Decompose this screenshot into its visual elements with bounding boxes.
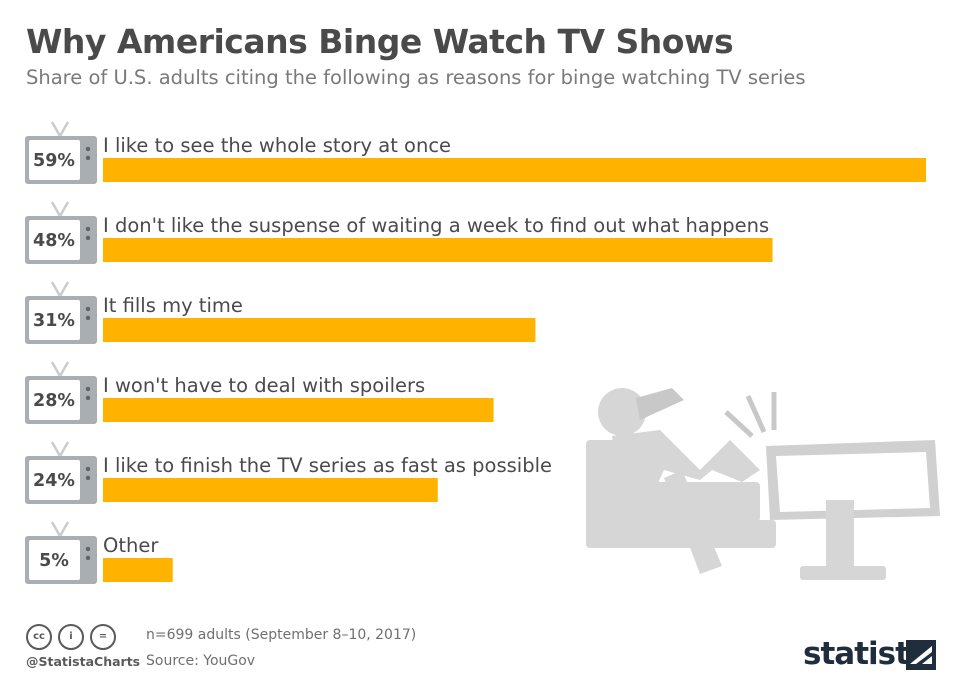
page-subtitle: Share of U.S. adults citing the followin… <box>26 66 806 89</box>
bar-value-label: 24% <box>33 471 75 491</box>
category-label: I won't have to deal with spoilers <box>103 374 425 397</box>
category-label: I like to finish the TV series as fast a… <box>103 454 552 477</box>
bar[interactable] <box>103 238 773 262</box>
cc-icon[interactable]: cc <box>26 624 52 650</box>
bar[interactable] <box>103 398 494 422</box>
tv-icon <box>25 201 97 264</box>
tv-icon <box>25 121 97 184</box>
sample-note: n=699 adults (September 8–10, 2017) <box>146 627 417 643</box>
license-icons: cc i = <box>26 624 122 650</box>
category-label: I don't like the suspense of waiting a w… <box>103 214 769 237</box>
attribution-icon[interactable]: i <box>58 624 84 650</box>
category-label: Other <box>103 534 159 557</box>
no-derivatives-icon[interactable]: = <box>90 624 116 650</box>
page-title: Why Americans Binge Watch TV Shows <box>26 22 734 61</box>
source-note: Source: YouGov <box>146 653 256 669</box>
tv-icon <box>25 441 97 504</box>
bar[interactable] <box>103 158 926 182</box>
bars-layer: 59% I like to see the whole story at once… <box>25 121 926 584</box>
tv-icon <box>25 521 97 584</box>
binge-watcher-illustration <box>586 388 940 580</box>
bar[interactable] <box>103 478 438 502</box>
statista-logo-icon[interactable] <box>906 640 936 670</box>
bar-value-label: 28% <box>33 391 75 411</box>
social-handle[interactable]: @StatistaCharts <box>26 654 141 669</box>
bar[interactable] <box>103 558 173 582</box>
tv-icon <box>25 361 97 424</box>
category-label: I like to see the whole story at once <box>103 134 451 157</box>
bar-value-label: 31% <box>33 311 75 331</box>
bar-value-label: 48% <box>33 231 75 251</box>
bar-chart: 59% I like to see the whole story at once… <box>25 121 940 584</box>
bar-value-label: 59% <box>33 151 75 171</box>
bar-value-label: 5% <box>39 551 69 571</box>
category-label: It fills my time <box>103 294 243 317</box>
bar[interactable] <box>103 318 536 342</box>
tv-icon <box>25 281 97 344</box>
